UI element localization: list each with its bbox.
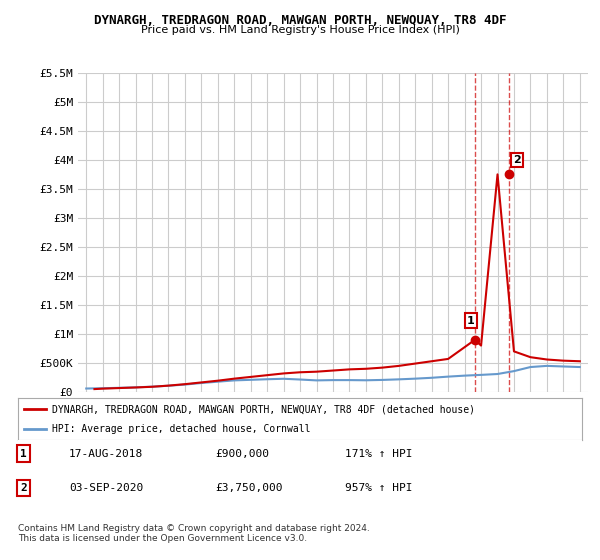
Text: 17-AUG-2018: 17-AUG-2018	[69, 449, 143, 459]
Text: £900,000: £900,000	[215, 449, 269, 459]
Text: 2: 2	[514, 155, 521, 165]
Text: £3,750,000: £3,750,000	[215, 483, 283, 493]
Text: HPI: Average price, detached house, Cornwall: HPI: Average price, detached house, Corn…	[52, 424, 310, 434]
Text: Price paid vs. HM Land Registry's House Price Index (HPI): Price paid vs. HM Land Registry's House …	[140, 25, 460, 35]
Text: DYNARGH, TREDRAGON ROAD, MAWGAN PORTH, NEWQUAY, TR8 4DF: DYNARGH, TREDRAGON ROAD, MAWGAN PORTH, N…	[94, 14, 506, 27]
Text: 957% ↑ HPI: 957% ↑ HPI	[345, 483, 413, 493]
Text: DYNARGH, TREDRAGON ROAD, MAWGAN PORTH, NEWQUAY, TR8 4DF (detached house): DYNARGH, TREDRAGON ROAD, MAWGAN PORTH, N…	[52, 404, 475, 414]
Text: 2: 2	[20, 483, 27, 493]
Text: 1: 1	[20, 449, 27, 459]
Text: 1: 1	[467, 315, 475, 325]
Text: 171% ↑ HPI: 171% ↑ HPI	[345, 449, 413, 459]
Text: 03-SEP-2020: 03-SEP-2020	[69, 483, 143, 493]
Text: Contains HM Land Registry data © Crown copyright and database right 2024.
This d: Contains HM Land Registry data © Crown c…	[18, 524, 370, 543]
